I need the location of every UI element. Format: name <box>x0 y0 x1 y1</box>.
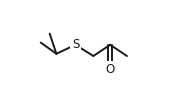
Text: O: O <box>105 63 115 76</box>
Text: S: S <box>72 38 79 51</box>
